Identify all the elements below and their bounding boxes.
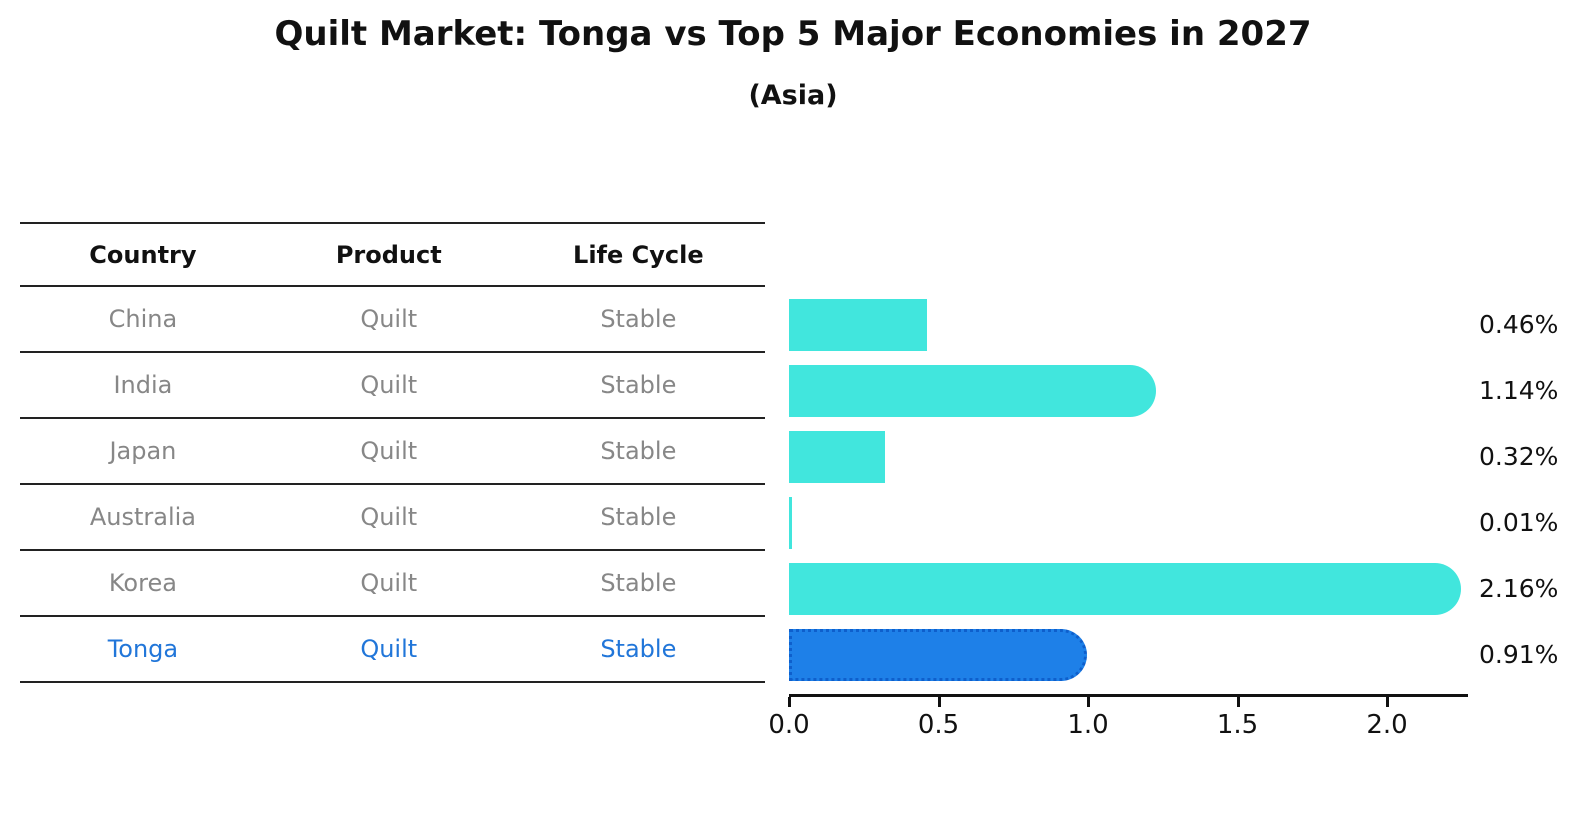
data-table: Country Product Life Cycle China Quilt S… bbox=[20, 222, 765, 683]
cell-country: Tonga bbox=[107, 635, 179, 663]
value-label-australia: 0.01% bbox=[1479, 508, 1559, 537]
tick-mark bbox=[937, 697, 941, 707]
table-row-china: China Quilt Stable bbox=[20, 287, 765, 353]
value-label-china: 0.46% bbox=[1479, 310, 1559, 339]
cell-life-cycle: Stable bbox=[600, 371, 677, 399]
cell-country: Australia bbox=[89, 503, 196, 531]
bar-tonga bbox=[789, 629, 1088, 681]
tick-label: 0.5 bbox=[917, 710, 960, 740]
cell-product: Quilt bbox=[360, 305, 418, 333]
bar-australia bbox=[789, 497, 792, 549]
tick-mark bbox=[1236, 697, 1240, 707]
tick-label: 1.5 bbox=[1216, 710, 1259, 740]
cell-product: Quilt bbox=[360, 371, 418, 399]
x-axis-line bbox=[789, 694, 1468, 697]
bar-row-tonga: 0.91% bbox=[789, 615, 1586, 681]
x-axis: 0.0 0.5 1.0 1.5 2.0 bbox=[768, 694, 1479, 754]
table-row-australia: Australia Quilt Stable bbox=[20, 485, 765, 551]
column-header-product: Product bbox=[335, 240, 442, 269]
table-row-tonga: Tonga Quilt Stable bbox=[20, 617, 765, 683]
table-row-japan: Japan Quilt Stable bbox=[20, 419, 765, 485]
table-row-korea: Korea Quilt Stable bbox=[20, 551, 765, 617]
cell-product: Quilt bbox=[360, 635, 418, 663]
tick-label: 1.0 bbox=[1067, 710, 1109, 740]
cell-country: Korea bbox=[108, 569, 177, 597]
cell-life-cycle: Stable bbox=[600, 305, 677, 333]
tick-mark bbox=[788, 697, 791, 707]
cell-product: Quilt bbox=[360, 503, 418, 531]
value-label-korea: 2.16% bbox=[1479, 574, 1559, 603]
chart-subtitle: (Asia) bbox=[748, 80, 838, 111]
cell-product: Quilt bbox=[360, 437, 418, 465]
table-header-row: Country Product Life Cycle bbox=[20, 224, 765, 287]
bar-row-india: 1.14% bbox=[789, 351, 1586, 417]
cell-country: India bbox=[113, 371, 173, 399]
column-header-country: Country bbox=[89, 240, 197, 269]
value-label-japan: 0.32% bbox=[1479, 442, 1559, 471]
cell-country: China bbox=[108, 305, 178, 333]
table-row-india: India Quilt Stable bbox=[20, 353, 765, 419]
bar-row-australia: 0.01% bbox=[789, 483, 1586, 549]
cell-life-cycle: Stable bbox=[600, 569, 677, 597]
bar-japan bbox=[789, 431, 885, 483]
column-header-life-cycle: Life Cycle bbox=[573, 240, 704, 269]
bar-row-japan: 0.32% bbox=[789, 417, 1586, 483]
value-label-india: 1.14% bbox=[1479, 376, 1559, 405]
bar-india bbox=[789, 365, 1156, 417]
tick-label: 2.0 bbox=[1366, 710, 1408, 740]
cell-life-cycle: Stable bbox=[600, 503, 677, 531]
bar-row-korea: 2.16% bbox=[789, 549, 1586, 615]
bar-plot: 0.46% 1.14% 0.32% 0.01% 2.16% 0.91% bbox=[789, 285, 1586, 681]
chart-title: Quilt Market: Tonga vs Top 5 Major Econo… bbox=[274, 14, 1312, 54]
tick-mark bbox=[1087, 697, 1090, 707]
tick-label: 0.0 bbox=[768, 710, 810, 740]
bar-china bbox=[789, 299, 927, 351]
cell-life-cycle: Stable bbox=[600, 437, 677, 465]
cell-life-cycle: Stable bbox=[600, 635, 677, 663]
value-label-tonga: 0.91% bbox=[1479, 640, 1559, 669]
bar-korea bbox=[789, 563, 1461, 615]
cell-product: Quilt bbox=[360, 569, 418, 597]
tick-mark bbox=[1386, 697, 1389, 707]
bar-row-china: 0.46% bbox=[789, 285, 1586, 351]
cell-country: Japan bbox=[109, 437, 177, 465]
